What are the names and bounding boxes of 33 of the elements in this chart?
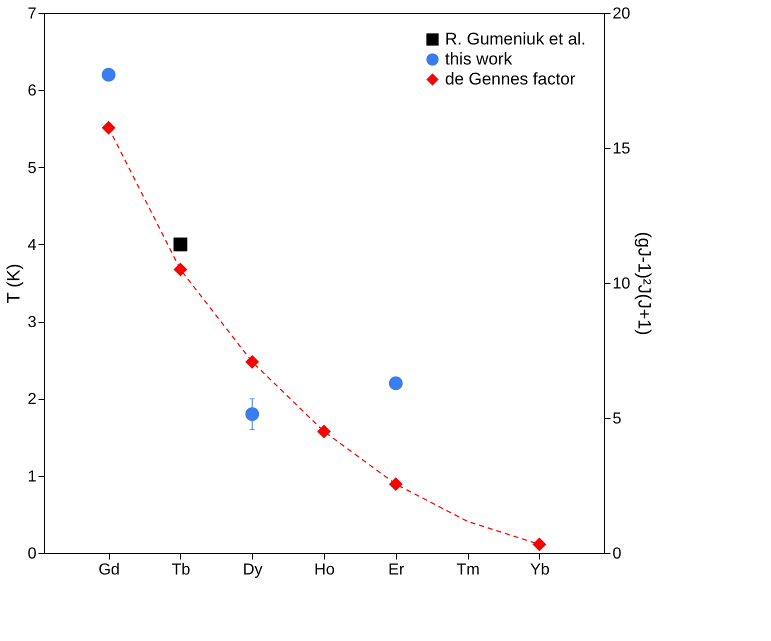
legend-label: de Gennes factor [445, 70, 576, 88]
point [102, 120, 116, 135]
point [102, 68, 116, 82]
legend-label: this work [445, 50, 513, 68]
x-tick-label: Dy [242, 562, 262, 578]
point [174, 238, 188, 252]
x-tick-label: Ho [314, 562, 335, 578]
y2-tick-label: 20 [612, 6, 630, 22]
point [388, 376, 403, 390]
y-tick-label: 6 [28, 82, 37, 100]
x-tick-label: Yb [530, 562, 550, 578]
point [532, 537, 546, 552]
y2-tick-label: 15 [612, 140, 630, 158]
x-tick-label: Tb [172, 562, 190, 578]
y-tick-label: 5 [28, 160, 37, 177]
x-tick-label: Gd [98, 562, 120, 578]
y-tick-label: 3 [28, 314, 37, 332]
y-tick-label: 1 [28, 468, 37, 486]
y-tick-label: 4 [28, 236, 37, 254]
point [245, 354, 260, 369]
y2-tick-label: 0 [612, 546, 622, 562]
y-tick-label: 2 [28, 391, 37, 408]
point [388, 477, 403, 492]
y2-tick-label: 5 [612, 410, 622, 428]
legend-label: R. Gumeniuk et al. [445, 30, 586, 48]
y2-tick-label: 10 [612, 276, 630, 292]
x-tick-label: Er [388, 562, 405, 578]
y2-axis-title: (gJ-1)²J(J+1) [634, 232, 654, 336]
x-tick-label: Tm [456, 562, 480, 578]
point [245, 407, 260, 422]
y-tick-label: 0 [28, 546, 37, 562]
y-tick-label: 7 [28, 6, 37, 22]
y-axis-title: T (K) [4, 264, 24, 304]
